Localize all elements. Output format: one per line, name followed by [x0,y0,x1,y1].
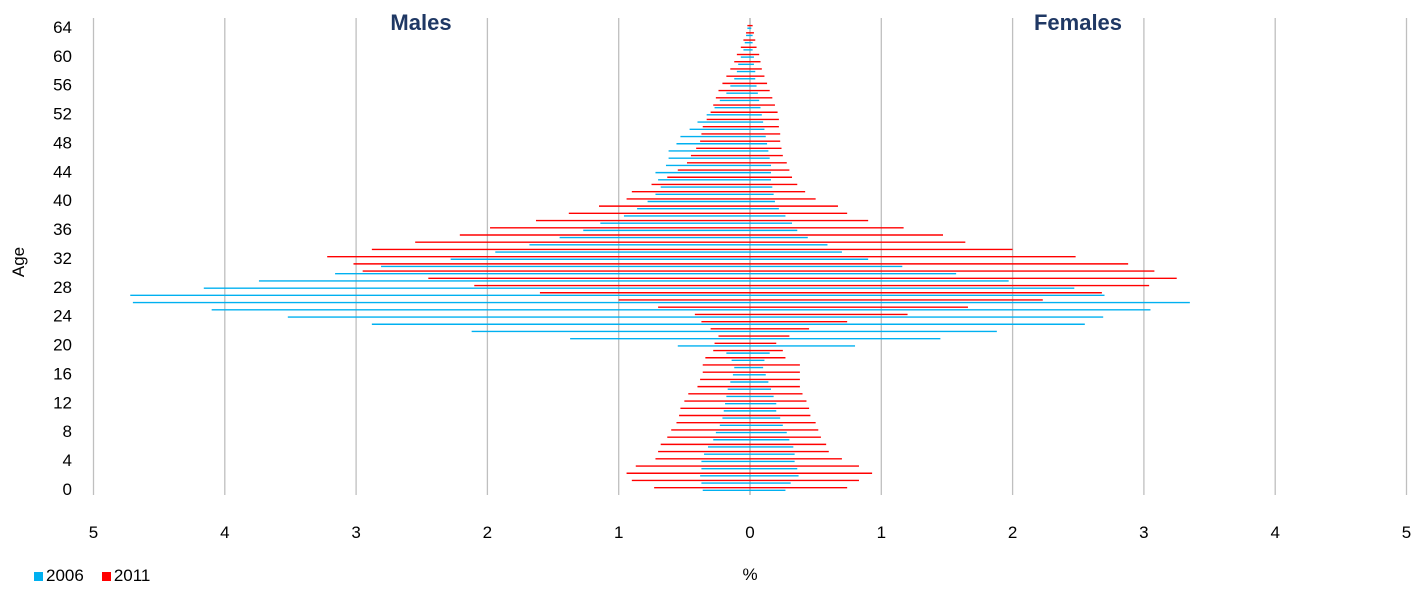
y-tick-label: 64 [53,18,72,37]
x-tick-label: 0 [745,523,754,542]
x-tick-label: 3 [351,523,360,542]
y-tick-label: 36 [53,220,72,239]
y-tick-label: 60 [53,47,72,66]
y-tick-label: 44 [53,162,72,181]
x-tick-label: 3 [1139,523,1148,542]
legend-swatch-2006 [34,571,43,581]
x-tick-label: 2 [1008,523,1017,542]
x-tick-label: 5 [89,523,98,542]
y-tick-label: 28 [53,278,72,297]
y-tick-label: 4 [63,451,72,470]
tick-labels: 5 4 3 2 1 0 1 2 3 4 504812162024283236404448525660… [53,18,1411,542]
legend-swatch-2011 [101,571,111,581]
bars [130,24,1190,491]
x-tick-label: 4 [1270,523,1279,542]
legend-item-2011: 2011 [101,566,151,586]
y-tick-label: 12 [53,393,72,412]
legend-label-2011: 2011 [113,566,151,585]
y-tick-label: 52 [53,105,72,124]
y-tick-label: 0 [63,480,72,499]
y-tick-label: 16 [53,364,72,383]
x-tick-label: 1 [877,523,886,542]
legend-item-2006: 2006 [34,566,84,586]
legend-label-2006: 2006 [46,566,84,585]
y-tick-label: 32 [53,249,72,268]
y-tick-label: 40 [53,191,72,210]
y-tick-label: 20 [53,336,72,355]
x-tick-label: 5 [1402,523,1411,542]
x-tick-label: 1 [614,523,623,542]
x-axis-label: % [742,565,757,584]
y-tick-label: 48 [53,133,72,152]
legend: 2006 2011 [34,566,150,586]
x-tick-label: 4 [220,523,229,542]
left-panel-label: Males [390,10,451,35]
right-panel-label: Females [1034,10,1122,35]
x-tick-label: 2 [483,523,492,542]
y-tick-label: 56 [53,76,72,95]
y-axis-label: Age [9,247,28,277]
y-tick-label: 8 [63,422,72,441]
y-tick-label: 24 [53,307,72,326]
